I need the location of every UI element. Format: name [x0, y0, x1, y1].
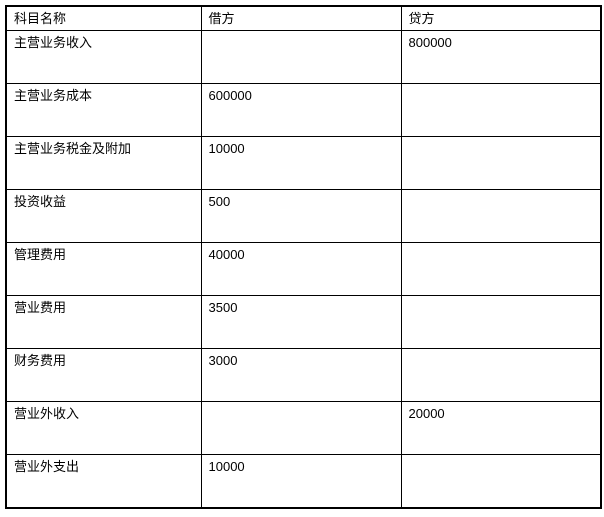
cell-credit: 20000	[400, 401, 602, 455]
column-header-debit: 借方	[200, 5, 402, 31]
table-row: 营业费用 3500	[5, 295, 602, 349]
cell-account-name: 财务费用	[5, 348, 202, 402]
cell-account-name: 营业外收入	[5, 401, 202, 455]
cell-account-name: 管理费用	[5, 242, 202, 296]
cell-credit	[400, 83, 602, 137]
cell-debit: 500	[200, 189, 402, 243]
table-row: 财务费用 3000	[5, 348, 602, 402]
table-body: 主营业务收入 800000 主营业务成本 600000 主营业务税金及附加 10…	[5, 30, 602, 509]
cell-credit	[400, 242, 602, 296]
table-header: 科目名称 借方 贷方	[5, 5, 602, 31]
cell-credit: 800000	[400, 30, 602, 84]
cell-account-name: 投资收益	[5, 189, 202, 243]
cell-debit	[200, 401, 402, 455]
cell-debit: 3500	[200, 295, 402, 349]
cell-debit: 10000	[200, 136, 402, 190]
cell-debit: 40000	[200, 242, 402, 296]
cell-credit	[400, 295, 602, 349]
cell-credit	[400, 454, 602, 509]
cell-debit: 600000	[200, 83, 402, 137]
cell-account-name: 主营业务税金及附加	[5, 136, 202, 190]
table-row: 主营业务成本 600000	[5, 83, 602, 137]
cell-debit	[200, 30, 402, 84]
table-row: 营业外支出 10000	[5, 454, 602, 509]
cell-account-name: 营业外支出	[5, 454, 202, 509]
cell-account-name: 主营业务成本	[5, 83, 202, 137]
table-row: 主营业务税金及附加 10000	[5, 136, 602, 190]
cell-account-name: 营业费用	[5, 295, 202, 349]
column-header-account-name: 科目名称	[5, 5, 202, 31]
accounts-table: 科目名称 借方 贷方 主营业务收入 800000 主营业务成本 600000 主…	[5, 5, 602, 509]
table-row: 管理费用 40000	[5, 242, 602, 296]
cell-account-name: 主营业务收入	[5, 30, 202, 84]
cell-credit	[400, 348, 602, 402]
table-row: 投资收益 500	[5, 189, 602, 243]
cell-debit: 10000	[200, 454, 402, 509]
cell-credit	[400, 136, 602, 190]
table-row: 主营业务收入 800000	[5, 30, 602, 84]
column-header-credit: 贷方	[400, 5, 602, 31]
cell-credit	[400, 189, 602, 243]
table-row: 营业外收入 20000	[5, 401, 602, 455]
cell-debit: 3000	[200, 348, 402, 402]
header-row: 科目名称 借方 贷方	[5, 5, 602, 31]
